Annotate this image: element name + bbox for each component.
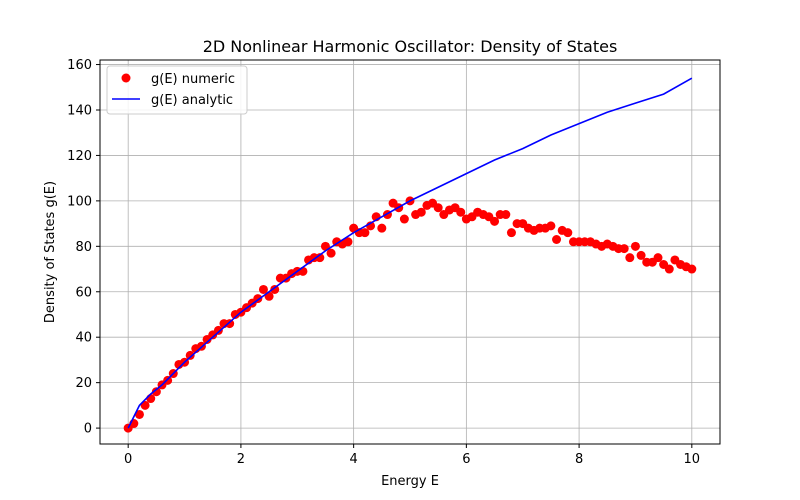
- numeric-point: [213, 325, 223, 335]
- x-tick-label: 10: [684, 452, 701, 467]
- numeric-point: [490, 216, 500, 226]
- y-tick-label: 80: [75, 240, 92, 255]
- legend-box: [106, 65, 248, 115]
- analytic-line: [127, 77, 693, 429]
- numeric-point: [653, 253, 663, 263]
- plot-area: [123, 77, 697, 433]
- numeric-point: [151, 387, 161, 397]
- numeric-point: [664, 264, 674, 274]
- y-tick-label: 120: [67, 149, 92, 164]
- y-tick-label: 0: [84, 422, 92, 437]
- x-tick-label: 8: [575, 452, 583, 467]
- numeric-point: [326, 248, 336, 258]
- numeric-point: [563, 228, 573, 238]
- legend-numeric-marker: [121, 73, 131, 83]
- y-axis-label: Density of States g(E): [43, 181, 58, 323]
- numeric-point: [185, 350, 195, 360]
- numeric-point: [258, 284, 268, 294]
- chart-title: 2D Nonlinear Harmonic Oscillator: Densit…: [203, 37, 618, 56]
- numeric-point: [399, 214, 409, 224]
- numeric-point: [546, 221, 556, 231]
- numeric-point: [630, 241, 640, 251]
- numeric-point: [636, 250, 646, 260]
- y-tick-label: 60: [75, 285, 92, 300]
- legend: g(E) numeric g(E) analytic: [106, 65, 248, 115]
- numeric-point: [315, 253, 325, 263]
- numeric-point: [270, 284, 280, 294]
- legend-analytic-label: g(E) analytic: [151, 93, 233, 108]
- numeric-point: [360, 228, 370, 238]
- numeric-point: [225, 319, 235, 329]
- numeric-point: [456, 207, 466, 217]
- numeric-point: [506, 228, 516, 238]
- y-tick-label: 140: [67, 103, 92, 118]
- x-tick-label: 0: [124, 452, 132, 467]
- numeric-point: [625, 253, 635, 263]
- numeric-point: [134, 409, 144, 419]
- numeric-point: [416, 207, 426, 217]
- numeric-point: [687, 264, 697, 274]
- y-tick-label: 20: [75, 376, 92, 391]
- numeric-point: [140, 400, 150, 410]
- y-tick-label: 100: [67, 194, 92, 209]
- x-tick-label: 2: [237, 452, 245, 467]
- numeric-point: [377, 223, 387, 233]
- numeric-point: [433, 203, 443, 213]
- x-tick-label: 4: [349, 452, 357, 467]
- x-axis-label: Energy E: [381, 474, 439, 489]
- legend-numeric-label: g(E) numeric: [151, 72, 235, 87]
- y-tick-label: 160: [67, 58, 92, 73]
- numeric-point: [501, 210, 511, 220]
- x-tick-label: 6: [462, 452, 470, 467]
- numeric-point: [343, 237, 353, 247]
- plot-frame: [99, 59, 721, 445]
- numeric-point: [619, 244, 629, 254]
- y-tick-label: 40: [75, 331, 92, 346]
- numeric-point: [552, 235, 562, 245]
